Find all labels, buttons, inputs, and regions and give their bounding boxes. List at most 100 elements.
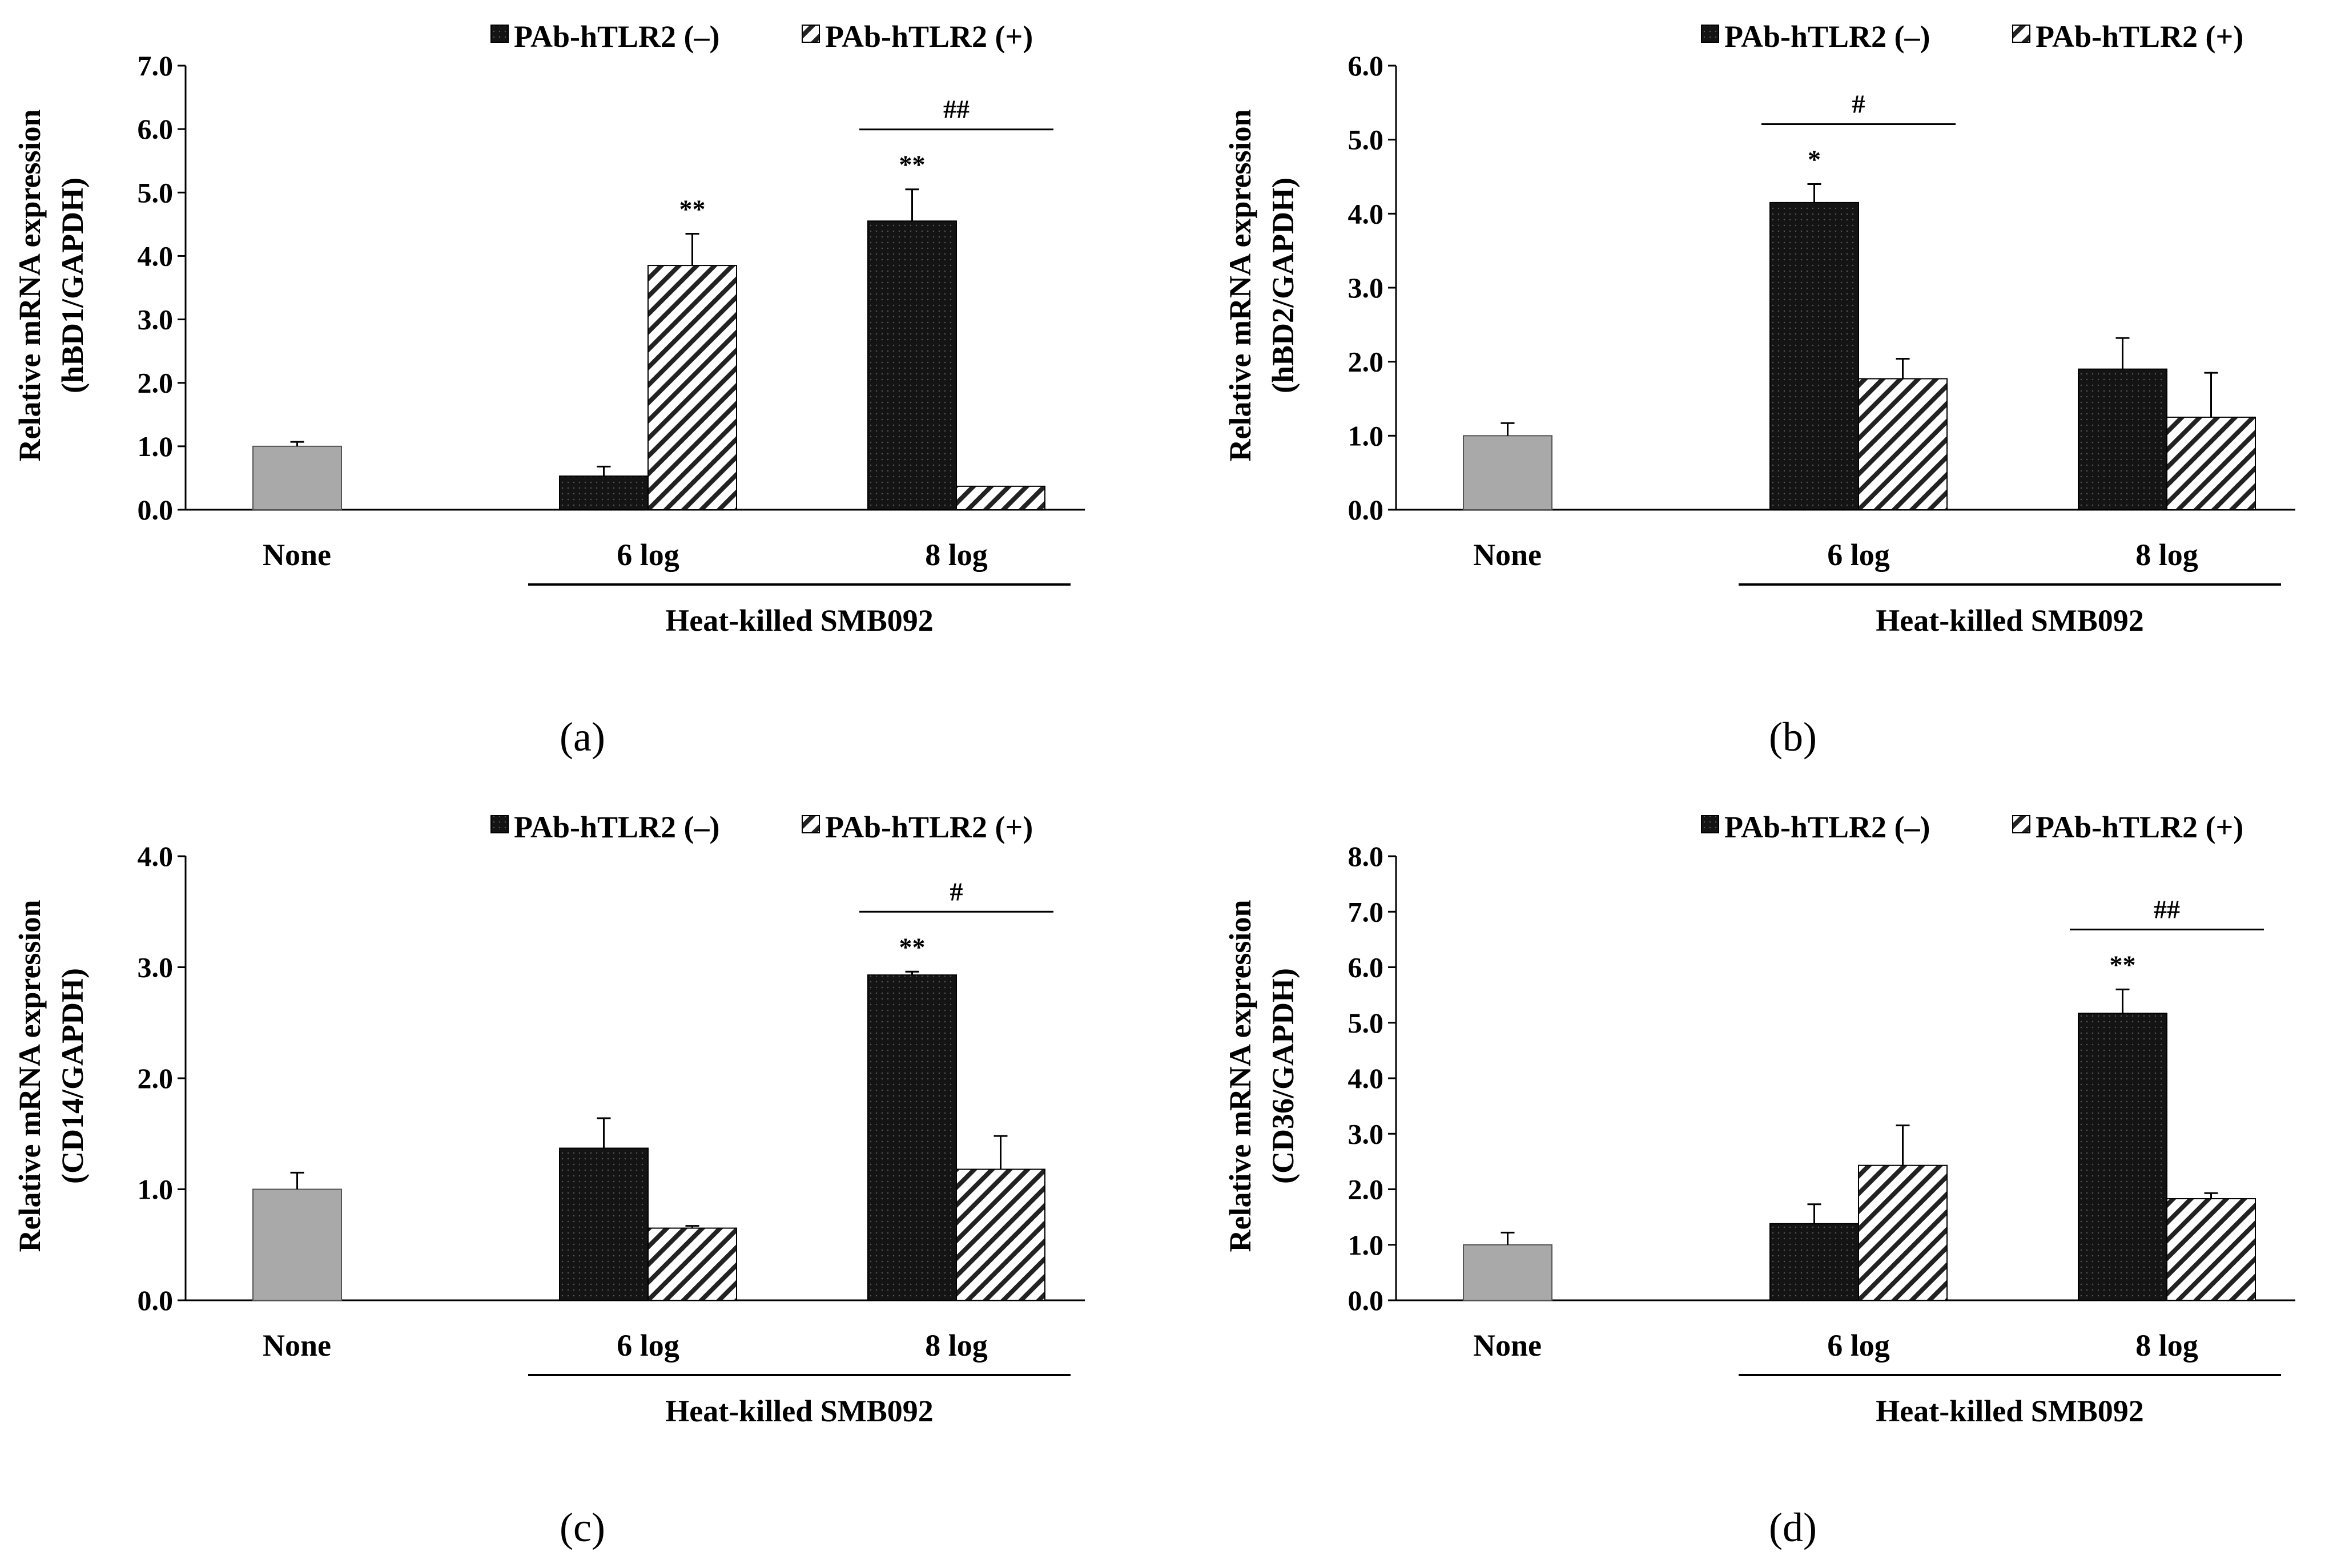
legend-swatch-positive — [802, 25, 820, 43]
group-label: Heat-killed SMB092 — [1876, 603, 2144, 638]
group-label: Heat-killed SMB092 — [1876, 1394, 2144, 1428]
bracket-marker: ## — [2154, 894, 2180, 924]
significance-marker: ** — [899, 932, 926, 961]
category-label: 6 log — [1827, 1328, 1890, 1363]
y-axis-label: Relative mRNA expression — [1223, 110, 1257, 462]
category-label: 8 log — [925, 1328, 988, 1363]
y-axis-label: Relative mRNA expression — [13, 110, 47, 462]
bar-control-none — [252, 1188, 342, 1301]
bracket-marker: # — [950, 877, 963, 906]
bar-pab-positive — [647, 1227, 737, 1301]
y-tick-label: 3.0 — [138, 304, 174, 336]
bar-pab-negative — [1769, 201, 1859, 510]
y-tick-label: 0.0 — [1348, 1284, 1384, 1316]
category-label: 8 log — [2135, 538, 2198, 572]
y-tick-label: 1.0 — [138, 430, 174, 462]
bar-pab-positive — [956, 1168, 1045, 1301]
bar-pab-positive — [1858, 1164, 1948, 1301]
significance-marker: * — [1808, 144, 1821, 174]
legend-label-negative: PAb-hTLR2 (–) — [514, 810, 720, 844]
group-label: Heat-killed SMB092 — [665, 603, 934, 638]
legend-swatch-negative — [490, 815, 509, 833]
y-axis-label-unit: (hBD2/GAPDH) — [1266, 178, 1300, 393]
legend-label-positive: PAb-hTLR2 (+) — [2036, 810, 2243, 844]
bar-pab-negative — [2078, 1013, 2167, 1301]
y-tick-label: 4.0 — [1348, 1062, 1384, 1094]
y-tick-label: 1.0 — [1348, 1229, 1384, 1261]
panel-label: (b) — [1769, 714, 1817, 760]
y-axis-label-unit: (hBD1/GAPDH) — [55, 178, 90, 393]
y-tick-label: 2.0 — [1348, 346, 1384, 378]
bar-control-none — [1463, 1244, 1552, 1301]
y-tick-label: 4.0 — [1348, 197, 1384, 229]
significance-marker: ** — [679, 195, 706, 224]
category-label: None — [263, 1328, 331, 1363]
bar-control-none — [1463, 435, 1552, 510]
legend-swatch-negative — [1701, 25, 1719, 43]
bar-pab-positive — [2166, 1198, 2256, 1301]
legend-label-negative: PAb-hTLR2 (–) — [514, 19, 720, 54]
legend-swatch-positive — [2012, 815, 2030, 833]
category-label: 8 log — [2135, 1328, 2198, 1363]
group-label: Heat-killed SMB092 — [665, 1394, 934, 1428]
bar-pab-negative — [559, 1147, 649, 1301]
category-label: 8 log — [925, 538, 988, 572]
y-tick-label: 3.0 — [1348, 1118, 1384, 1150]
panel-label: (c) — [560, 1505, 605, 1550]
legend-label-negative: PAb-hTLR2 (–) — [1724, 810, 1930, 844]
bar-pab-negative — [2078, 368, 2167, 511]
bar-pab-positive — [956, 485, 1045, 510]
legend-swatch-negative — [490, 25, 509, 43]
legend-swatch-positive — [2012, 25, 2030, 43]
y-tick-label: 3.0 — [1348, 272, 1384, 304]
y-axis-label: Relative mRNA expression — [13, 900, 47, 1252]
y-tick-label: 8.0 — [1348, 840, 1384, 872]
category-label: 6 log — [617, 1328, 679, 1363]
y-tick-label: 5.0 — [1348, 124, 1384, 156]
legend-swatch-positive — [802, 815, 820, 833]
panel-label: (a) — [560, 714, 605, 760]
y-tick-label: 1.0 — [138, 1174, 174, 1206]
bar-control-none — [252, 445, 342, 510]
bar-pab-positive — [647, 265, 737, 510]
bar-pab-positive — [2166, 416, 2256, 511]
y-axis-label: Relative mRNA expression — [1223, 900, 1257, 1252]
y-tick-label: 6.0 — [1348, 952, 1384, 983]
bracket-marker: ## — [943, 95, 970, 124]
legend-swatch-negative — [1701, 815, 1719, 833]
y-tick-label: 7.0 — [138, 50, 174, 82]
chart-panel: 0.0 1.0 2.0 3.0 4.0 5.0 6.0 7.0 Relative mRNA ex… — [13, 19, 1085, 760]
panel-label: (d) — [1769, 1505, 1817, 1550]
legend-label-positive: PAb-hTLR2 (+) — [2036, 19, 2243, 54]
bar-pab-negative — [1769, 1223, 1859, 1301]
legend-label-positive: PAb-hTLR2 (+) — [825, 810, 1033, 844]
legend-label-positive: PAb-hTLR2 (+) — [825, 19, 1033, 54]
bracket-marker: # — [1852, 89, 1865, 118]
category-label: None — [1473, 1328, 1542, 1363]
chart-panel: 0.0 1.0 2.0 3.0 4.0 5.0 6.0 7.0 8.0 Relative mRNA… — [1223, 810, 2295, 1550]
y-tick-label: 0.0 — [138, 1284, 174, 1316]
y-tick-label: 2.0 — [138, 367, 174, 399]
y-tick-label: 0.0 — [1348, 494, 1384, 526]
significance-marker: ** — [899, 150, 926, 179]
bar-pab-positive — [1858, 378, 1948, 510]
y-tick-label: 2.0 — [1348, 1174, 1384, 1206]
y-tick-label: 6.0 — [1348, 50, 1384, 82]
significance-marker: ** — [2110, 950, 2136, 979]
chart-panel: 0.0 1.0 2.0 3.0 4.0 5.0 6.0 Relative mRNA expre… — [1223, 19, 2295, 760]
bar-pab-negative — [867, 974, 957, 1301]
y-tick-label: 7.0 — [1348, 896, 1384, 928]
y-tick-label: 2.0 — [138, 1062, 174, 1094]
y-tick-label: 5.0 — [1348, 1007, 1384, 1039]
bar-pab-negative — [559, 475, 649, 511]
category-label: None — [263, 538, 331, 572]
y-tick-label: 4.0 — [138, 240, 174, 272]
bar-pab-negative — [867, 220, 957, 510]
y-tick-label: 6.0 — [138, 113, 174, 145]
category-label: 6 log — [617, 538, 679, 572]
y-tick-label: 3.0 — [138, 952, 174, 983]
y-axis-label-unit: (CD36/GAPDH) — [1266, 968, 1300, 1184]
category-label: 6 log — [1827, 538, 1890, 572]
